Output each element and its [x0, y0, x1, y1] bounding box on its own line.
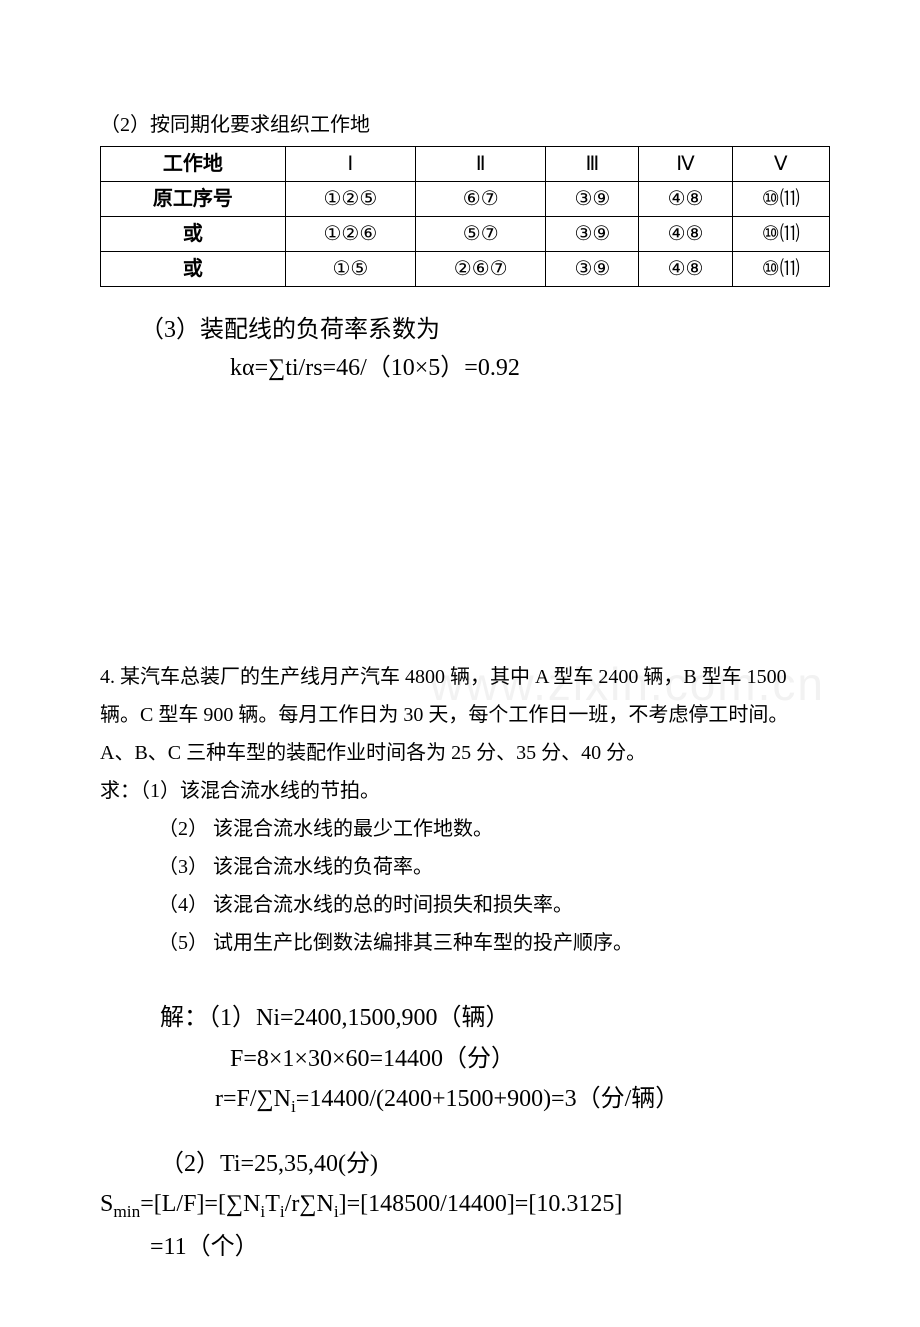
cell: ①②⑤: [285, 182, 415, 217]
cell: ⑩⑾: [732, 217, 829, 252]
q4-subitem: （5） 试用生产比倒数法编排其三种车型的投产顺序。: [100, 924, 830, 962]
cell: ③⑨: [546, 217, 639, 252]
table-header-row: 工作地 Ⅰ Ⅱ Ⅲ Ⅳ Ⅴ: [101, 147, 830, 182]
row-header: 或: [101, 252, 286, 287]
formula-part: r=F/∑N: [215, 1086, 291, 1112]
subscript: min: [113, 1202, 140, 1221]
solution-line: （2）Ti=25,35,40(分): [100, 1144, 830, 1185]
cell: ④⑧: [639, 217, 732, 252]
cell: ⑩⑾: [732, 252, 829, 287]
q4-subitem: （4） 该混合流水线的总的时间损失和损失率。: [100, 886, 830, 924]
col-header: Ⅰ: [285, 147, 415, 182]
solution-line: 解：（1）Ni=2400,1500,900（辆）: [100, 998, 830, 1039]
cell: ③⑨: [546, 252, 639, 287]
formula-part: S: [100, 1191, 113, 1217]
formula-part: =14400/(2400+1500+900)=3（分/辆）: [296, 1086, 679, 1112]
q4-subitem: （2） 该混合流水线的最少工作地数。: [100, 810, 830, 848]
q4-ask: 求：（1）该混合流水线的节拍。: [100, 772, 830, 810]
question4: 4. 某汽车总装厂的生产线月产汽车 4800 辆，其中 A 型车 2400 辆，…: [100, 658, 830, 962]
cell: ④⑧: [639, 252, 732, 287]
formula-part: T: [265, 1191, 280, 1217]
table-row: 或 ①②⑥ ⑤⑦ ③⑨ ④⑧ ⑩⑾: [101, 217, 830, 252]
solution-line: F=8×1×30×60=14400（分）: [100, 1039, 830, 1080]
q4-intro-line: 辆。C 型车 900 辆。每月工作日为 30 天，每个工作日一班，不考虑停工时间…: [100, 696, 830, 734]
formula-part: /r∑N: [285, 1191, 334, 1217]
cell: ⑥⑦: [416, 182, 546, 217]
formula-part: ]=[148500/14400]=[10.3125]: [339, 1191, 623, 1217]
table-row: 或 ①⑤ ②⑥⑦ ③⑨ ④⑧ ⑩⑾: [101, 252, 830, 287]
q4-subitem: （3） 该混合流水线的负荷率。: [100, 848, 830, 886]
row-header: 原工序号: [101, 182, 286, 217]
cell: ①⑤: [285, 252, 415, 287]
q4-intro-line: A、B、C 三种车型的装配作业时间各为 25 分、35 分、40 分。: [100, 734, 830, 772]
solution-line: r=F/∑Ni=14400/(2400+1500+900)=3（分/辆）: [100, 1079, 830, 1121]
section3-line1: （3）装配线的负荷率系数为: [100, 311, 830, 349]
formula-part: =[L/F]=[∑N: [140, 1191, 260, 1217]
section3-formula: kα=∑ti/rs=46/（10×5）=0.92: [100, 349, 830, 387]
cell: ④⑧: [639, 182, 732, 217]
cell: ⑩⑾: [732, 182, 829, 217]
col-header: Ⅱ: [416, 147, 546, 182]
row-header: 或: [101, 217, 286, 252]
workstation-table: 工作地 Ⅰ Ⅱ Ⅲ Ⅳ Ⅴ 原工序号 ①②⑤ ⑥⑦ ③⑨ ④⑧ ⑩⑾ 或 ①②⑥…: [100, 146, 830, 287]
col-header: 工作地: [101, 147, 286, 182]
cell: ②⑥⑦: [416, 252, 546, 287]
solution-line: Smin=[L/F]=[∑NiTi/r∑Ni]=[148500/14400]=[…: [100, 1184, 830, 1226]
section3: （3）装配线的负荷率系数为 kα=∑ti/rs=46/（10×5）=0.92: [100, 311, 830, 388]
section2-label: （2）按同期化要求组织工作地: [100, 110, 830, 140]
col-header: Ⅴ: [732, 147, 829, 182]
col-header: Ⅳ: [639, 147, 732, 182]
q4-intro-line: 4. 某汽车总装厂的生产线月产汽车 4800 辆，其中 A 型车 2400 辆，…: [100, 658, 830, 696]
solution-block: 解：（1）Ni=2400,1500,900（辆） F=8×1×30×60=144…: [100, 998, 830, 1268]
cell: ①②⑥: [285, 217, 415, 252]
solution-line: =11（个）: [100, 1227, 830, 1268]
cell: ③⑨: [546, 182, 639, 217]
col-header: Ⅲ: [546, 147, 639, 182]
cell: ⑤⑦: [416, 217, 546, 252]
table-row: 原工序号 ①②⑤ ⑥⑦ ③⑨ ④⑧ ⑩⑾: [101, 182, 830, 217]
